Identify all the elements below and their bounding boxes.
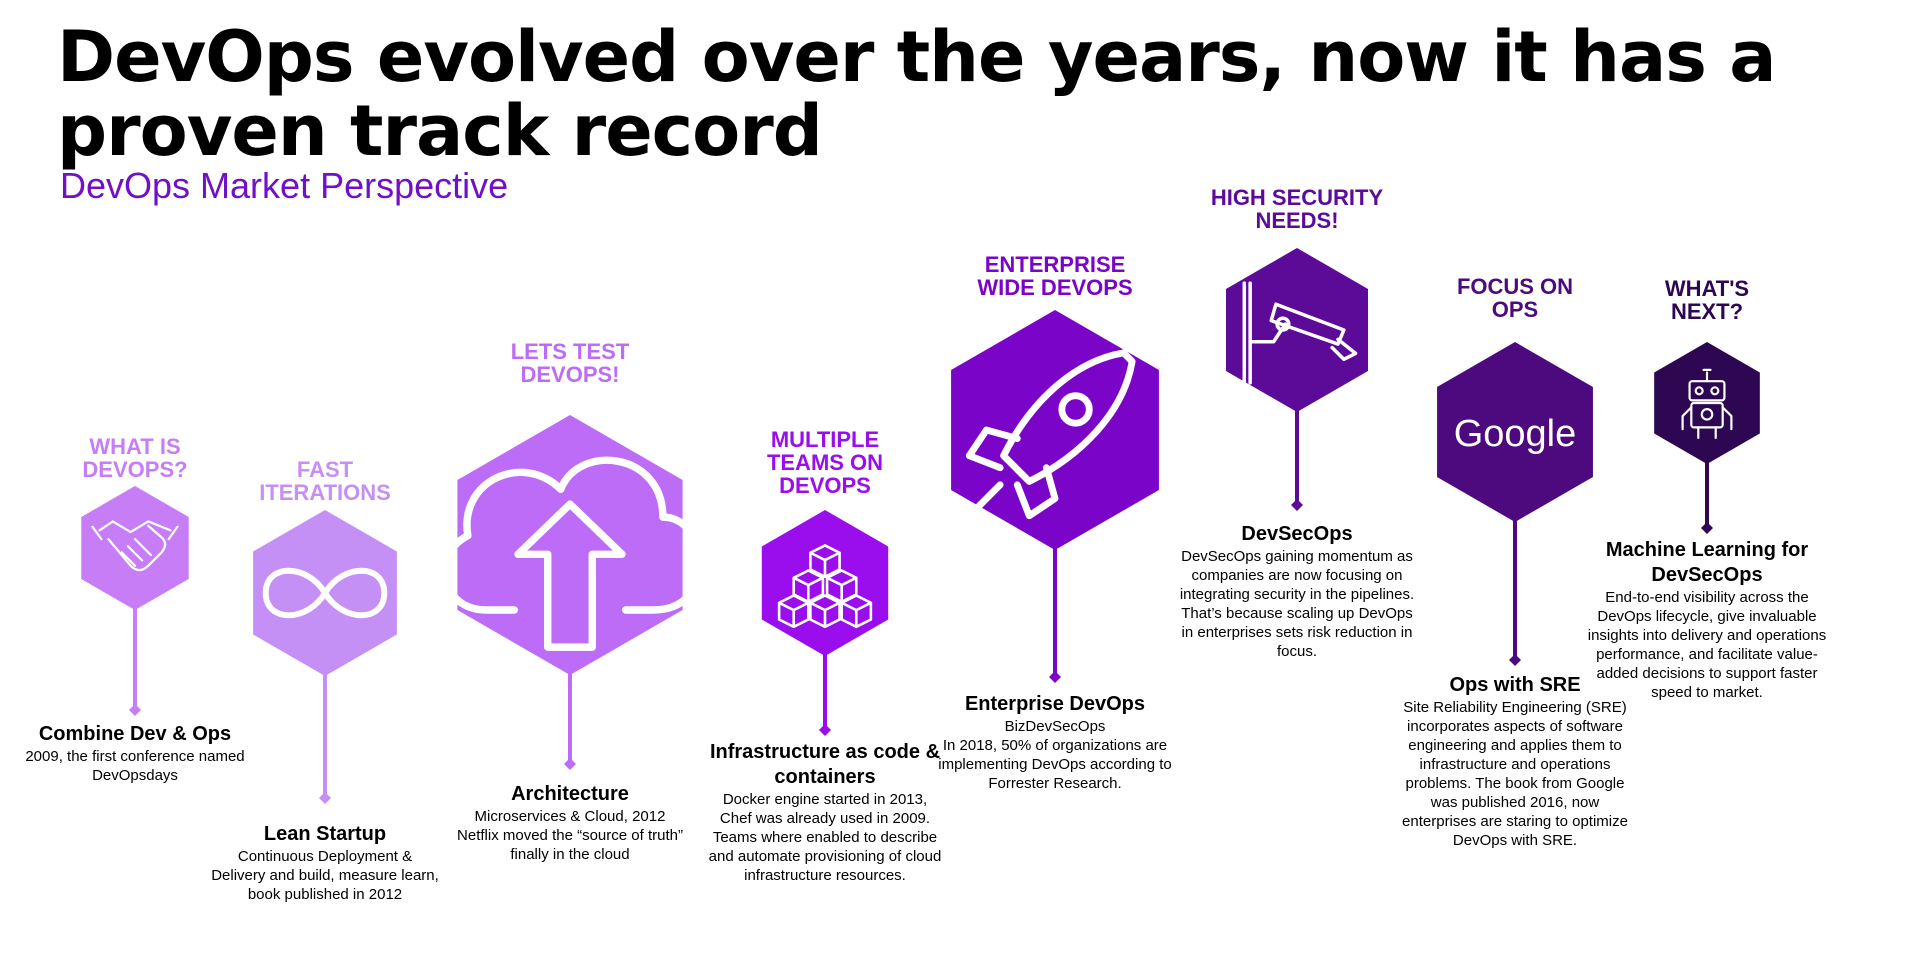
connector-marker	[1291, 499, 1303, 511]
stage-body: Site Reliability Engineering (SRE) incor…	[1402, 699, 1628, 849]
stage-body: Continuous Deployment & Delivery and bui…	[211, 848, 439, 903]
stage-body: Microservices & Cloud, 2012 Netflix move…	[457, 808, 683, 863]
stage-hexagon	[761, 510, 889, 656]
stage-4	[761, 510, 889, 736]
stage-body: Docker engine started in 2013, Chef was …	[708, 791, 942, 884]
stage-5	[951, 310, 1159, 683]
stage-description: Enterprise DevOps BizDevSecOps In 2018, 5…	[935, 692, 1175, 793]
stage-heading: Machine Learning for DevSecOps	[1605, 539, 1809, 586]
stage-header: FOCUS ON OPS	[1456, 274, 1574, 322]
stage-body: End-to-end visibility across the DevOps …	[1587, 589, 1827, 701]
stage-heading: Lean Startup	[263, 823, 387, 845]
stage-header: HIGH SECURITY NEEDS!	[1210, 185, 1384, 233]
stage-description: Architecture Microservices & Cloud, 2012 …	[455, 782, 685, 864]
stage-body: 2009, the first conference named DevOpsd…	[25, 748, 245, 784]
stage-body: BizDevSecOps In 2018, 50% of organizatio…	[938, 718, 1172, 792]
stage-heading: Architecture	[511, 783, 629, 805]
stage-heading: Combine Dev & Ops	[38, 723, 232, 745]
rocket-icon	[965, 349, 1136, 520]
stage-hexagon	[81, 486, 189, 610]
stage-body: DevSecOps gaining momentum as companies …	[1179, 548, 1415, 660]
connector-marker	[319, 792, 331, 804]
stage-description: Lean Startup Continuous Deployment & Deli…	[210, 822, 440, 904]
containers-icon	[777, 544, 873, 629]
page-title: DevOps evolved over the years, now it ha…	[57, 16, 1776, 172]
infinity-icon	[262, 567, 388, 619]
stage-8	[1654, 342, 1760, 534]
stage-heading: Enterprise DevOps	[964, 693, 1146, 715]
connector-marker	[1509, 654, 1521, 666]
stage-6	[1225, 248, 1369, 511]
stage-2	[253, 510, 397, 804]
connector-marker	[819, 724, 831, 736]
stage-header: MULTIPLE TEAMS ON DEVOPS	[766, 427, 884, 498]
connector-marker	[564, 758, 576, 770]
stage-heading: DevSecOps	[1241, 523, 1353, 545]
stage-header: WHAT IS DEVOPS?	[82, 434, 188, 482]
stage-1	[81, 486, 189, 716]
stage-description: DevSecOps DevSecOps gaining momentum as c…	[1177, 522, 1417, 661]
stage-header: LETS TEST DEVOPS!	[510, 339, 630, 387]
stage-description: Machine Learning for DevSecOps End-to-end…	[1587, 538, 1827, 702]
stage-header: ENTERPRISE WIDE DEVOPS	[977, 252, 1133, 300]
page-subtitle: DevOps Market Perspective	[60, 165, 509, 206]
stage-7: Google	[1437, 342, 1593, 666]
stage-header: WHAT'S NEXT?	[1664, 276, 1750, 324]
stage-heading: Infrastructure as code & containers	[709, 741, 941, 788]
cloud-upload-icon	[441, 456, 704, 651]
connector-marker	[1701, 522, 1713, 534]
stage-hexagon	[457, 415, 683, 675]
robot-icon	[1681, 368, 1733, 439]
stage-heading: Ops with SRE	[1449, 674, 1581, 696]
stage-hexagon	[1437, 342, 1593, 522]
security-camera-icon	[1242, 281, 1358, 385]
stage-description: Combine Dev & Ops 2009, the first confere…	[15, 722, 255, 785]
stage-hexagon	[951, 310, 1159, 550]
stage-3	[441, 415, 704, 770]
stage-description: Infrastructure as code & containers Docke…	[705, 740, 945, 885]
connector-marker	[1049, 671, 1061, 683]
stage-header: FAST ITERATIONS	[259, 457, 391, 505]
connector-marker	[129, 704, 141, 716]
google-logo: Google	[1454, 413, 1577, 455]
handshake-icon	[91, 520, 179, 572]
stage-description: Ops with SRE Site Reliability Engineering…	[1400, 673, 1630, 850]
